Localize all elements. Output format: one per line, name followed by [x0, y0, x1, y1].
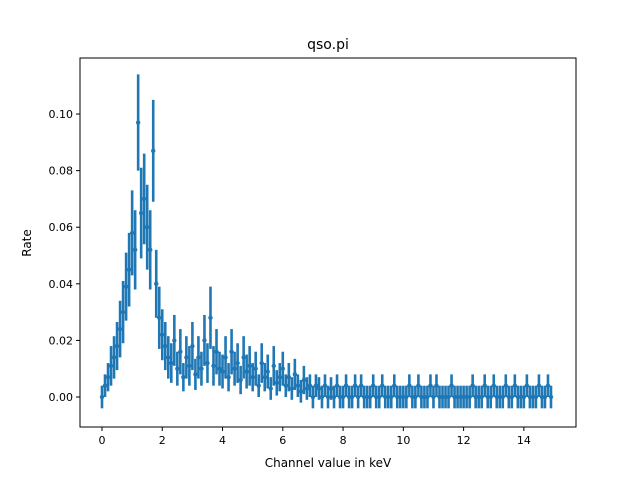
- y-tick-label: 0.06: [49, 221, 74, 234]
- x-tick-label: 4: [219, 434, 226, 447]
- y-axis-label: Rate: [20, 229, 34, 257]
- y-tick-label: 0.00: [49, 391, 74, 404]
- x-tick-label: 8: [340, 434, 347, 447]
- y-tick-label: 0.08: [49, 165, 74, 178]
- y-tick-label: 0.04: [49, 278, 74, 291]
- x-tick-label: 10: [396, 434, 410, 447]
- y-tick-label: 0.02: [49, 334, 74, 347]
- x-tick-label: 0: [98, 434, 105, 447]
- y-axis: 0.00 0.02 0.04 0.06 0.08 0.10: [49, 108, 80, 404]
- y-tick-label: 0.10: [49, 108, 74, 121]
- x-tick-label: 6: [279, 434, 286, 447]
- x-tick-label: 12: [457, 434, 471, 447]
- data-series: [99, 74, 554, 409]
- x-axis: 0 2 4 6 8 10 12 14: [98, 427, 531, 447]
- x-axis-label: Channel value in keV: [265, 456, 392, 470]
- axes-frame: [79, 57, 577, 428]
- chart-title: qso.pi: [307, 37, 349, 53]
- x-tick-label: 14: [517, 434, 531, 447]
- x-tick-label: 2: [159, 434, 166, 447]
